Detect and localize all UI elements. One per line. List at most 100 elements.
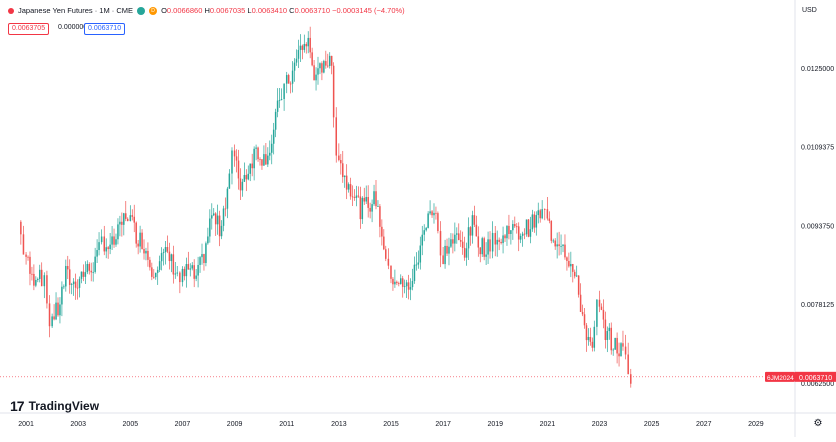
candle-body: [624, 346, 627, 355]
candle-body: [546, 209, 549, 219]
candle-body: [111, 236, 113, 245]
candle-body: [72, 281, 75, 285]
sell-price-button[interactable]: 0.0063705: [8, 23, 50, 35]
close-label: C: [289, 6, 295, 15]
candle-body: [512, 224, 514, 231]
candle-body: [375, 191, 377, 207]
candle-body: [483, 238, 485, 257]
candle-body: [160, 253, 163, 262]
candle-body: [568, 260, 570, 267]
delayed-data-icon[interactable]: D: [149, 6, 158, 15]
candle-body: [593, 326, 596, 348]
candle-body: [115, 239, 117, 245]
candle-body: [96, 250, 98, 257]
candle-body: [151, 267, 153, 277]
candle-body: [330, 55, 333, 66]
symbol-title[interactable]: Japanese Yen Futures · 1M · CME: [18, 6, 134, 15]
candle-body: [373, 191, 375, 205]
candle-body: [307, 37, 309, 47]
price-tick-label: 0.0093750: [801, 223, 834, 230]
candle-body: [587, 336, 590, 341]
candle-body: [535, 215, 538, 228]
candle-body: [417, 262, 420, 265]
candle-body: [94, 256, 96, 272]
candle-body: [40, 269, 43, 287]
candle-body: [76, 287, 79, 289]
time-tick-label: 2001: [18, 421, 34, 428]
last-price-tag: [795, 371, 836, 382]
candle-body: [65, 266, 67, 287]
candle-body: [328, 55, 331, 66]
candle-body: [622, 343, 624, 347]
candle-body: [187, 264, 190, 270]
candle-body: [537, 210, 540, 216]
candle-body: [394, 281, 396, 285]
candle-body: [317, 68, 319, 75]
candle-body: [600, 306, 603, 310]
candle-body: [164, 247, 167, 253]
candle-body: [235, 156, 238, 161]
candle-body: [415, 264, 418, 266]
candle-body: [191, 265, 193, 269]
time-tick-label: 2013: [331, 421, 347, 428]
chart-settings-icon[interactable]: ⚙: [813, 418, 823, 429]
candle-body: [471, 215, 474, 236]
candle-body: [439, 231, 442, 256]
candle-body: [305, 43, 308, 47]
candle-body: [126, 218, 129, 222]
candle-body: [489, 239, 491, 252]
candle-body: [541, 209, 543, 219]
candle-body: [367, 196, 369, 208]
buy-price-button[interactable]: 0.0063710: [84, 23, 126, 35]
candle-body: [309, 37, 311, 53]
candle-body: [401, 278, 404, 287]
time-tick-label: 2011: [279, 421, 294, 428]
candle-body: [612, 349, 614, 351]
candle-body: [92, 271, 94, 273]
candle-body: [214, 213, 217, 225]
candle-body: [399, 278, 402, 284]
candle-body: [539, 210, 541, 219]
candle-body: [556, 244, 558, 247]
candle-body: [285, 75, 288, 84]
candle-body: [90, 270, 92, 273]
candle-body: [564, 244, 566, 258]
candle-body: [185, 264, 188, 277]
candle-body: [199, 257, 201, 265]
spread-value: 0.0000005: [58, 24, 92, 31]
candle-body: [335, 117, 338, 156]
candle-body: [78, 278, 81, 288]
candle-body: [267, 155, 269, 165]
candle-body: [276, 100, 279, 112]
market-open-icon[interactable]: [137, 6, 146, 15]
candle-body: [88, 263, 91, 271]
candle-body: [249, 163, 251, 174]
currency-label[interactable]: USD: [802, 7, 817, 14]
candle-body: [113, 236, 115, 245]
candle-body: [459, 240, 462, 242]
candle-body: [481, 238, 483, 255]
candle-body: [139, 232, 141, 247]
price-tick-label: 0.0078125: [801, 302, 834, 309]
candle-body: [385, 249, 387, 259]
candle-body: [423, 230, 425, 235]
candle-body: [454, 234, 456, 244]
candle-body: [598, 299, 601, 307]
candle-body: [176, 272, 179, 274]
candle-body: [109, 244, 111, 250]
candle-body: [433, 212, 435, 216]
candle-body: [241, 181, 244, 191]
candle-body: [283, 83, 285, 100]
candle-body: [211, 215, 213, 219]
candle-body: [218, 215, 221, 237]
candle-body: [477, 236, 480, 248]
tradingview-logo[interactable]: 17 TradingView: [10, 398, 99, 414]
candle-body: [228, 173, 231, 189]
candle-body: [398, 283, 400, 284]
candle-body: [70, 284, 73, 285]
candle-body: [427, 213, 429, 228]
candle-body: [365, 196, 367, 202]
candle-body: [158, 261, 161, 270]
